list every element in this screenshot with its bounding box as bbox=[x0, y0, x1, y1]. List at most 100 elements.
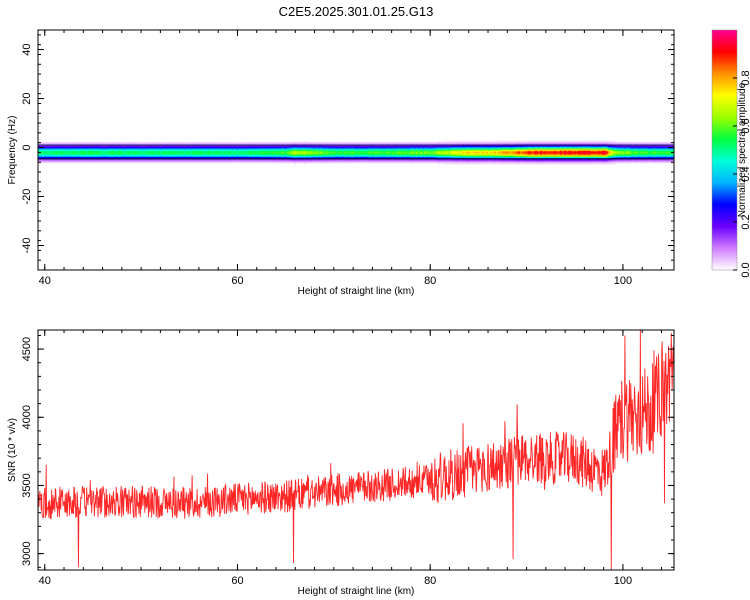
spectrogram-cell bbox=[358, 159, 361, 161]
spectrogram-cell bbox=[206, 153, 209, 155]
spectrogram-cell bbox=[258, 156, 261, 159]
spectrogram-cell bbox=[124, 142, 127, 144]
spectrogram-cell bbox=[436, 154, 439, 156]
spectrogram-cell bbox=[42, 154, 45, 156]
spectrogram-cell bbox=[332, 153, 335, 155]
spectrogram-cell bbox=[278, 148, 281, 150]
spectrogram-cell bbox=[182, 160, 185, 162]
spectrogram-cell bbox=[202, 146, 205, 149]
spectrogram-cell bbox=[372, 150, 375, 153]
spectrogram-cell bbox=[444, 142, 447, 144]
spectrogram-cell bbox=[88, 159, 91, 161]
spectrogram-cell bbox=[428, 156, 431, 159]
spectrogram-cell bbox=[464, 162, 467, 165]
spectrogram-cell bbox=[528, 151, 531, 154]
spectrogram-cell bbox=[604, 150, 607, 153]
spectrogram-cell bbox=[116, 156, 119, 159]
spectrogram-cell bbox=[364, 153, 367, 155]
spectrogram-cell bbox=[278, 159, 281, 161]
spectrogram-cell bbox=[290, 151, 293, 154]
spectrogram-cell bbox=[62, 154, 65, 156]
spectrogram-cell bbox=[438, 162, 441, 165]
spectrogram-cell bbox=[126, 159, 129, 161]
spectrogram-cell bbox=[234, 145, 237, 148]
spectrogram-cell bbox=[510, 160, 513, 162]
spectrogram-cell bbox=[170, 153, 173, 155]
spectrogram-cell bbox=[574, 145, 577, 148]
spectrogram-cell bbox=[470, 143, 473, 145]
spectrogram-cell bbox=[230, 142, 233, 144]
spectrogram-cell bbox=[498, 161, 501, 164]
spectrogram-cell bbox=[92, 149, 95, 151]
spectrogram-cell bbox=[332, 156, 335, 159]
spectrogram-cell bbox=[142, 156, 145, 159]
spectrogram-cell bbox=[564, 155, 567, 158]
spectrogram-cell bbox=[518, 155, 521, 158]
spectrogram-cell bbox=[564, 143, 567, 145]
spectrogram-cell bbox=[44, 143, 47, 145]
spectrogram-cell bbox=[506, 159, 509, 161]
spectrogram-cell bbox=[196, 153, 199, 155]
spectrogram-cell bbox=[136, 145, 139, 148]
spectrogram-cell bbox=[558, 146, 561, 149]
spectrogram-cell bbox=[46, 149, 49, 151]
spectrogram-cell bbox=[572, 159, 575, 161]
spectrogram-cell bbox=[440, 148, 443, 150]
spectrogram-cell bbox=[80, 160, 83, 162]
spectrogram-cell bbox=[248, 146, 251, 149]
spectrogram-cell bbox=[312, 145, 315, 148]
spectrogram-cell bbox=[276, 146, 279, 149]
spectrogram-cell bbox=[142, 143, 145, 145]
spectrogram-cell bbox=[556, 150, 559, 153]
spectrogram-cell bbox=[92, 161, 95, 164]
spectrogram-cell bbox=[42, 155, 45, 158]
spectrogram-cell bbox=[150, 159, 153, 161]
spectrogram-cell bbox=[598, 149, 601, 151]
spectrogram-cell bbox=[418, 155, 421, 158]
spectrogram-cell bbox=[518, 160, 521, 162]
spectrogram-cell bbox=[334, 159, 337, 161]
spectrogram-cell bbox=[568, 148, 571, 150]
spectrogram-cell bbox=[474, 155, 477, 158]
spectrogram-cell bbox=[218, 153, 221, 155]
spectrogram-cell bbox=[476, 148, 479, 150]
spectrogram-cell bbox=[114, 153, 117, 155]
spectrogram-cell bbox=[58, 154, 61, 156]
spectrogram-cell bbox=[188, 159, 191, 161]
spectrogram-cell bbox=[578, 143, 581, 145]
spectrogram-cell bbox=[182, 161, 185, 164]
spectrogram-cell bbox=[148, 154, 151, 156]
spectrogram-cell bbox=[550, 140, 553, 143]
spectrogram-cell bbox=[270, 149, 273, 151]
spectrogram-cell bbox=[290, 149, 293, 151]
spectrogram-cell bbox=[350, 155, 353, 158]
spectrogram-cell bbox=[452, 154, 455, 156]
spectrogram-cell bbox=[480, 149, 483, 151]
spectrogram-cell bbox=[180, 159, 183, 161]
spectrogram-cell bbox=[78, 155, 81, 158]
spectrogram-cell bbox=[474, 149, 477, 151]
spectrogram-cell bbox=[462, 161, 465, 164]
spectrogram-cell bbox=[338, 146, 341, 149]
spectrogram-cell bbox=[522, 145, 525, 148]
spectrogram-cell bbox=[520, 149, 523, 151]
spectrogram-cell bbox=[348, 142, 351, 144]
spectrogram-cell bbox=[394, 150, 397, 153]
spectrogram-cell bbox=[312, 143, 315, 145]
spectrogram-cell bbox=[190, 150, 193, 153]
spectrogram-cell bbox=[332, 155, 335, 158]
spectrogram-cell bbox=[280, 159, 283, 161]
spectrogram-cell bbox=[592, 156, 595, 159]
spectrogram-cell bbox=[504, 159, 507, 161]
spectrogram-cell bbox=[546, 155, 549, 158]
spectrogram-cell bbox=[204, 159, 207, 161]
spectrogram-cell bbox=[450, 162, 453, 165]
spectrogram-cell bbox=[288, 149, 291, 151]
spectrogram-cell bbox=[108, 148, 111, 150]
spectrogram-cell bbox=[350, 159, 353, 161]
spectrogram-cell bbox=[532, 161, 535, 164]
spectrogram-cell bbox=[190, 149, 193, 151]
spectrogram-cell bbox=[574, 148, 577, 150]
spectrogram-cell bbox=[58, 153, 61, 155]
spectrogram-cell bbox=[258, 145, 261, 148]
